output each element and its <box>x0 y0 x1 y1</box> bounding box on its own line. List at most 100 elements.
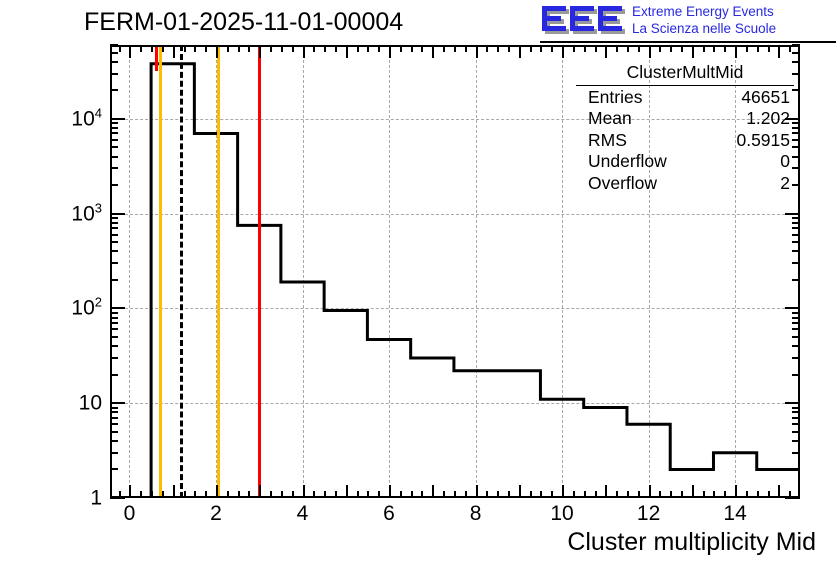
xtick-5.5 <box>367 491 370 498</box>
ytick-right-1000 <box>785 212 800 215</box>
gridline-x-14 <box>735 45 737 498</box>
xtick-top-9.25 <box>529 45 532 52</box>
xtick-11.75 <box>637 491 640 498</box>
gridline-y-10^4 <box>110 118 800 120</box>
header-divider <box>540 41 836 43</box>
xtick-top-3 <box>259 45 262 58</box>
xtick-top-3.25 <box>270 45 273 52</box>
xtick-10.25 <box>572 491 575 498</box>
eee-logo-icon <box>542 6 625 34</box>
ytick-80 <box>110 316 118 319</box>
ytick-300 <box>110 262 118 265</box>
ytick-100 <box>110 307 125 310</box>
stats-value: 0 <box>780 151 790 171</box>
stats-key: Mean <box>588 108 632 128</box>
ytick-right-30 <box>792 356 800 359</box>
ytick-900 <box>110 216 118 219</box>
ytick-right-8 <box>792 411 800 414</box>
xtick-top-1.75 <box>205 45 208 52</box>
ytick-right-8000 <box>792 126 800 129</box>
xtick-2.25 <box>226 491 229 498</box>
ytick-60000 <box>110 44 118 46</box>
ytick-3 <box>110 451 118 454</box>
xtick-top-11.75 <box>637 45 640 52</box>
black-mean-dashed <box>179 45 183 498</box>
eee-logo-line1: Extreme Energy Events <box>632 4 774 19</box>
xtick-top-2 <box>215 45 218 58</box>
ytick-right-60000 <box>792 44 800 46</box>
xtick-2 <box>215 485 218 498</box>
ytick-600 <box>110 233 118 236</box>
ytick-right-60 <box>792 328 800 331</box>
gridline-y-10^2 <box>110 308 800 310</box>
ytick-7000 <box>110 132 118 135</box>
xtick-top-5.25 <box>356 45 359 52</box>
xtick-13.25 <box>702 491 705 498</box>
xtick-top-3.75 <box>291 45 294 52</box>
ytick-4 <box>110 439 118 442</box>
ytick-8 <box>110 411 118 414</box>
xtick-7.5 <box>453 491 456 498</box>
xtick-14.25 <box>745 491 748 498</box>
xtick-top-11 <box>605 45 608 58</box>
x-axis-title: Cluster multiplicity Mid <box>567 528 816 556</box>
xtick-top-14.75 <box>767 45 770 52</box>
xtick-top-4.75 <box>334 45 337 52</box>
xtick--0.25 <box>118 491 121 498</box>
ytick-400 <box>110 250 118 253</box>
xtick-13.5 <box>713 491 716 498</box>
ytick-right-3 <box>792 451 800 454</box>
xtick-6.5 <box>410 491 413 498</box>
xtick-8.25 <box>486 491 489 498</box>
gridline-x-0 <box>129 45 131 498</box>
xtick-top-1 <box>172 45 175 58</box>
ytick-10 <box>110 402 125 405</box>
xtick-top-5.5 <box>367 45 370 52</box>
stats-row-overflow: Overflow 2 <box>576 173 794 195</box>
xtick-9.5 <box>540 491 543 498</box>
ytick-right-400 <box>792 250 800 253</box>
ytick-right-9 <box>792 406 800 409</box>
ytick-800 <box>110 221 118 224</box>
xtick-top-7.25 <box>443 45 446 52</box>
ytick-700 <box>110 227 118 230</box>
xtick-top-12.25 <box>659 45 662 52</box>
xtick-top-14.5 <box>756 45 759 52</box>
xtick-6.25 <box>399 491 402 498</box>
xtick-top-6 <box>389 45 392 58</box>
ytick-5 <box>110 430 118 433</box>
gridline-x-6 <box>389 45 391 498</box>
xtick-top-13.5 <box>713 45 716 52</box>
ytick-4000 <box>110 155 118 158</box>
xtick-top-0 <box>129 45 132 58</box>
red-short-marker <box>154 45 158 71</box>
xtick-11 <box>605 485 608 498</box>
ytick-right-6 <box>792 423 800 426</box>
ytick-1000 <box>110 212 125 215</box>
xtick-top-8.5 <box>497 45 500 52</box>
xtick-8 <box>475 485 478 498</box>
xtick-top-3.5 <box>280 45 283 52</box>
ytick-right-500 <box>792 241 800 244</box>
x-tick-label-8: 8 <box>469 502 482 525</box>
xtick-1.75 <box>205 491 208 498</box>
xtick-10.75 <box>594 491 597 498</box>
xtick-top-8.75 <box>507 45 510 52</box>
x-tick-label-6: 6 <box>383 502 395 525</box>
stats-value: 2 <box>780 172 790 193</box>
plot-area <box>110 45 800 498</box>
eee-logo-line2: La Scienza nelle Scuole <box>632 21 777 36</box>
xtick-15.25 <box>789 491 792 498</box>
xtick-0.5 <box>151 491 154 498</box>
ytick-9000 <box>110 122 118 125</box>
xtick-3.25 <box>270 491 273 498</box>
ytick-right-50 <box>792 335 800 338</box>
xtick-top-13.25 <box>702 45 705 52</box>
gridline-x-8 <box>475 45 477 498</box>
x-tick-label-4: 4 <box>296 502 309 525</box>
ytick-3000 <box>110 167 118 170</box>
stats-row-rms: RMS 0.5915 <box>576 130 794 152</box>
xtick-top-2.5 <box>237 45 240 52</box>
ytick-6 <box>110 423 118 426</box>
xtick-top-11.5 <box>626 45 629 52</box>
